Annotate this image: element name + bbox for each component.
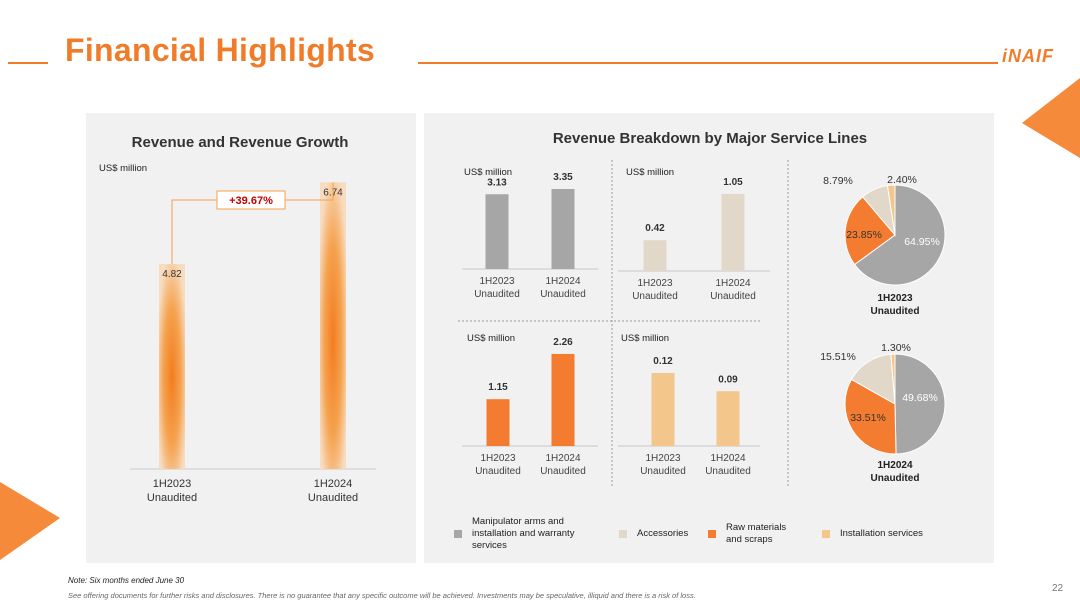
revenue-tick-sublabel: Unaudited [308, 492, 358, 504]
installation-tick-label: 1H2023 [645, 453, 680, 464]
page-number: 22 [1052, 583, 1064, 594]
revenue-tick-label: 1H2024 [314, 478, 353, 490]
manipulator-bar [551, 189, 575, 269]
legend-label: Accessories [637, 528, 689, 539]
legend-label: Manipulator arms and installation and war… [472, 516, 575, 551]
legend-swatch [822, 530, 830, 538]
company-logo: iNAIF [1002, 46, 1054, 66]
pie_1h2024-slice-label: 15.51% [820, 351, 856, 363]
pie_1h2023-subtitle: Unaudited [871, 306, 920, 317]
growth-label: +39.67% [229, 195, 273, 207]
revenue-unit-label: US$ million [99, 163, 147, 174]
pie_1h2023-title: 1H2023 [877, 293, 912, 304]
accessories-tick-label: 1H2023 [637, 278, 672, 289]
installation-bar [716, 391, 740, 446]
manipulator-tick-sublabel: Unaudited [540, 289, 586, 300]
raw_materials-tick-sublabel: Unaudited [475, 466, 521, 477]
revenue-tick-label: 1H2023 [153, 478, 192, 490]
pie_1h2024-title: 1H2024 [877, 460, 912, 471]
raw_materials-tick-sublabel: Unaudited [540, 466, 586, 477]
pie_1h2024-slice [894, 353, 946, 455]
legend-label: Raw materials and scraps [726, 522, 787, 545]
pie_1h2024-slice-label: 1.30% [881, 342, 911, 354]
installation-tick-label: 1H2024 [710, 453, 745, 464]
pie_1h2024-slice [850, 353, 896, 405]
title-rule-left [8, 62, 48, 64]
raw_materials-value-label: 1.15 [488, 382, 508, 393]
raw_materials-value-label: 2.26 [553, 337, 573, 348]
accessories-bar [721, 194, 745, 271]
decorative-triangle-right [1022, 78, 1080, 158]
legend: Manipulator arms and installation and war… [452, 516, 972, 556]
legend-swatch [454, 530, 462, 538]
pie_1h2023-slice [853, 184, 946, 286]
legend-item: Accessories [619, 528, 688, 540]
pie_1h2023-slice-label: 8.79% [823, 175, 853, 187]
pie_1h2024-slice [890, 353, 896, 405]
accessories-tick-sublabel: Unaudited [632, 291, 678, 302]
manipulator-tick-label: 1H2024 [545, 276, 580, 287]
raw_materials-bar [551, 354, 575, 446]
pie_1h2023-slice [844, 196, 896, 266]
accessories-bar [643, 240, 667, 271]
manipulator-unit-label: US$ million [464, 167, 512, 178]
legend-swatch [708, 530, 716, 538]
footnote: Note: Six months ended June 30 [68, 576, 185, 585]
disclaimer: See offering documents for further risks… [68, 591, 696, 600]
accessories-tick-label: 1H2024 [715, 278, 750, 289]
pie_1h2023-slice-label: 2.40% [887, 174, 917, 186]
title-rule-right [418, 62, 998, 64]
accessories-value-label: 0.42 [645, 223, 665, 234]
revenue-bar [159, 263, 185, 469]
pie_1h2024-slice-label: 33.51% [850, 412, 886, 424]
manipulator-bar [485, 194, 509, 269]
installation-tick-sublabel: Unaudited [640, 466, 686, 477]
legend-item: Manipulator arms and installation and war… [454, 516, 574, 552]
pie_1h2024-subtitle: Unaudited [871, 473, 920, 484]
pie_1h2023-slice [886, 184, 896, 236]
pie_1h2023-slice-label: 23.85% [846, 229, 882, 241]
pie_1h2023-slice-label: 64.95% [904, 236, 940, 248]
installation-value-label: 0.09 [718, 374, 738, 385]
legend-item: Raw materials and scraps [708, 522, 786, 546]
revenue-bar [320, 182, 346, 470]
installation-tick-sublabel: Unaudited [705, 466, 751, 477]
manipulator-value-label: 3.13 [487, 177, 507, 188]
installation-unit-label: US$ million [621, 333, 669, 344]
revenue-growth-panel [86, 113, 416, 563]
raw_materials-tick-label: 1H2024 [545, 453, 580, 464]
growth-badge [216, 190, 286, 210]
manipulator-tick-sublabel: Unaudited [474, 289, 520, 300]
raw_materials-bar [486, 399, 510, 446]
pie_1h2024-slice [844, 378, 897, 455]
revenue-tick-sublabel: Unaudited [147, 492, 197, 504]
installation-bar [651, 373, 675, 446]
revenue-value-label: 4.82 [162, 269, 182, 280]
raw_materials-tick-label: 1H2023 [480, 453, 515, 464]
accessories-value-label: 1.05 [723, 177, 743, 188]
legend-label: Installation services [840, 528, 923, 539]
accessories-tick-sublabel: Unaudited [710, 291, 756, 302]
decorative-triangle-left [0, 482, 60, 560]
legend-item: Installation services [822, 528, 923, 540]
manipulator-value-label: 3.35 [553, 172, 573, 183]
pie_1h2024-slice-label: 49.68% [902, 392, 938, 404]
revenue-chart-title: Revenue and Revenue Growth [132, 134, 349, 151]
breakdown-chart-title: Revenue Breakdown by Major Service Lines [553, 130, 867, 147]
page-title: Financial Highlights [65, 32, 376, 68]
legend-swatch [619, 530, 627, 538]
installation-value-label: 0.12 [653, 356, 673, 367]
raw_materials-unit-label: US$ million [467, 333, 515, 344]
accessories-unit-label: US$ million [626, 167, 674, 178]
manipulator-tick-label: 1H2023 [479, 276, 514, 287]
